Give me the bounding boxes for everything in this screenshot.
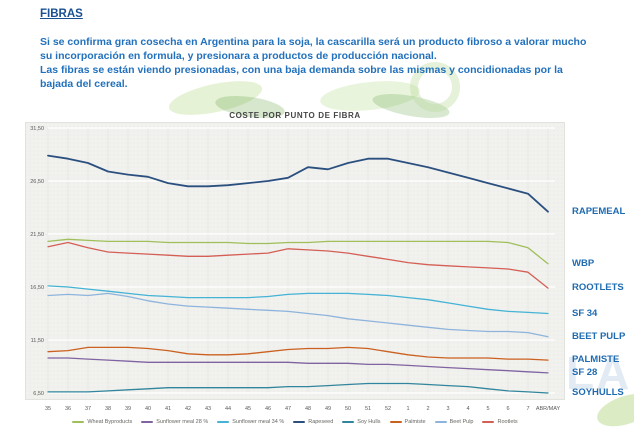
cost-per-fibre-point-chart: 35 36 37 38 39 40 41 42 43 44 45 46 47 48 49 50 51 52 1 2 3 4… [25, 122, 565, 418]
series-line-beet-pulp [47, 292, 549, 338]
legend-item-rootlets: Rootlets [482, 419, 518, 425]
series-label-wbp: WBP [572, 257, 595, 269]
legend-item-wheat-byproducts: Wheat Byproducts [72, 419, 132, 425]
legend-marker-icon [482, 421, 495, 423]
x-tick-label: 36 [65, 406, 71, 412]
y-tick-label: 6,50 [33, 391, 44, 397]
plot-texture [26, 123, 564, 399]
legend-item-beet-pulp: Beet Pulp [434, 419, 474, 425]
x-tick-label: 41 [165, 406, 171, 412]
page-title: FIBRAS [40, 8, 83, 20]
x-tick-label: 3 [446, 406, 449, 412]
chart-title: COSTE POR PUNTO DE FIBRA [229, 111, 361, 120]
y-tick-label: 31,50 [30, 126, 44, 132]
x-tick-label: ABR/MAY [536, 406, 561, 412]
legend-label: Beet Pulp [449, 419, 474, 425]
x-tick-label: 40 [145, 406, 151, 412]
legend-item-sunflower-meal-34: Sunflower meal 34 % [217, 419, 284, 425]
series-line-soy-hulls [47, 382, 549, 394]
logo-watermark: LA [566, 347, 632, 399]
legend-label: Sunflower meal 28 % [156, 419, 209, 425]
x-tick-label: 6 [506, 406, 509, 412]
legend-item-sunflower-meal-28: Sunflower meal 28 % [141, 419, 208, 425]
x-tick-label: 5 [486, 406, 489, 412]
x-tick-label: 49 [325, 406, 331, 412]
x-tick-label: 37 [85, 406, 91, 412]
series-label-beet-pulp: BEET PULP [572, 330, 626, 342]
x-tick-label: 42 [185, 406, 191, 412]
x-tick-label: 47 [285, 406, 291, 412]
series-line-sunflower-meal-28 [47, 357, 549, 374]
legend-item-rapeseed: Rapeseed [293, 419, 333, 425]
legend-marker-icon [293, 421, 306, 423]
series-label-sf-28: SF 28 [572, 366, 598, 378]
legend-label: Rapeseed [308, 419, 334, 425]
legend-label: Rootlets [497, 419, 518, 425]
x-tick-label: 46 [265, 406, 271, 412]
line-chart-canvas: 35 36 37 38 39 40 41 42 43 44 45 46 47 48 49 50 51 52 1 2 3 4… [25, 122, 565, 412]
y-tick-label: 21,50 [30, 232, 44, 238]
y-tick-label: 26,50 [30, 179, 44, 185]
legend-label: Palmiste [404, 419, 426, 425]
x-tick-label: 51 [365, 406, 371, 412]
x-tick-label: 44 [225, 406, 231, 412]
series-label-rootlets: ROOTLETS [572, 282, 624, 294]
legend-marker-icon [72, 421, 85, 423]
legend-marker-icon [434, 421, 447, 423]
x-tick-label: 1 [406, 406, 409, 412]
legend-marker-icon [389, 421, 402, 423]
intro-paragraph-2: Las fibras se están viendo presionadas, … [40, 63, 563, 90]
x-tick-label: 7 [526, 406, 529, 412]
series-line-rootlets [47, 241, 549, 289]
x-tick-label: 35 [45, 406, 51, 412]
series-line-sunflower-meal-34 [47, 285, 549, 315]
series-label-soyhulls: SOYHULLS [572, 387, 624, 398]
y-tick-label: 16,50 [30, 285, 44, 291]
intro-text: Si se confirma gran cosecha en Argentina… [40, 36, 598, 92]
legend-item-soy-hulls: Soy Hulls [342, 419, 381, 425]
series-label-rapemeal: RAPEMEAL [572, 205, 626, 217]
x-tick-label: 39 [125, 406, 131, 412]
x-tick-label: 52 [385, 406, 391, 412]
legend-label: Sunflower meal 34 % [232, 419, 285, 425]
x-tick-label: 4 [466, 406, 469, 412]
intro-paragraph-1: Si se confirma gran cosecha en Argentina… [40, 36, 587, 62]
series-line-wheat-byproducts [47, 238, 549, 265]
x-tick-label: 45 [245, 406, 251, 412]
x-tick-label: 50 [345, 406, 351, 412]
series-line-rapeseed [47, 154, 549, 213]
x-tick-label: 2 [426, 406, 429, 412]
series-label-sf-34: SF 34 [572, 307, 598, 319]
x-tick-label: 43 [205, 406, 211, 412]
x-tick-label: 48 [305, 406, 311, 412]
x-tick-label: 38 [105, 406, 111, 412]
chart-legend: Wheat Byproducts Sunflower meal 28 % Sunfl… [25, 419, 565, 425]
legend-label: Wheat Byproducts [87, 419, 133, 425]
legend-marker-icon [141, 421, 154, 423]
circle-watermark [410, 62, 460, 112]
series-label-palmiste: PALMISTE [572, 354, 620, 366]
legend-marker-icon [217, 421, 230, 423]
series-line-palmiste [47, 346, 549, 361]
legend-marker-icon [342, 421, 355, 423]
legend-label: Soy Hulls [357, 419, 381, 425]
legend-item-palmiste: Palmiste [389, 419, 426, 425]
y-tick-label: 11,50 [31, 338, 44, 344]
